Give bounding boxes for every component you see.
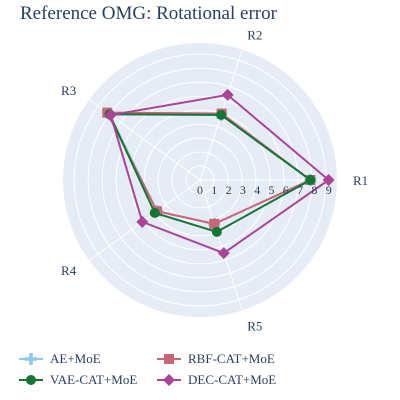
radial-tick-label: 0 bbox=[197, 183, 203, 197]
diamond-marker bbox=[221, 88, 234, 101]
legend-label: AE+MoE bbox=[50, 351, 101, 366]
angular-axis-label: R4 bbox=[61, 263, 77, 278]
diamond-marker-icon bbox=[157, 374, 181, 386]
angular-axis-label: R5 bbox=[247, 319, 262, 334]
series-layer bbox=[102, 88, 335, 260]
angular-axis-label: R2 bbox=[247, 27, 262, 42]
series-line bbox=[107, 113, 313, 233]
radial-tick-label: 6 bbox=[283, 183, 289, 197]
radial-tick-label: 5 bbox=[269, 183, 275, 197]
series-dec-cat-moe bbox=[104, 88, 335, 260]
radial-tick-label: 1 bbox=[211, 183, 217, 197]
polar-grid bbox=[73, 49, 337, 311]
angular-axis-label: R1 bbox=[353, 173, 368, 188]
angular-axis-label: R3 bbox=[61, 83, 76, 98]
chart-title: Reference OMG: Rotational error bbox=[20, 3, 277, 24]
diamond-marker bbox=[136, 215, 149, 228]
square-marker bbox=[209, 218, 220, 229]
diamond-marker bbox=[322, 174, 335, 186]
radar-chart: R1 R2 R3 R4 R5 0 1 2 3 4 5 6 7 8 9 bbox=[61, 27, 368, 333]
radial-tick-label: 3 bbox=[240, 183, 246, 197]
legend-item-ae-moe[interactable]: AE+MoE bbox=[18, 349, 101, 369]
series-line bbox=[109, 93, 331, 255]
radial-tick-label: 7 bbox=[297, 183, 303, 197]
diamond-marker bbox=[104, 109, 117, 122]
legend-item-dec-cat-moe[interactable]: DEC-CAT+MoE bbox=[156, 370, 276, 390]
legend-label: VAE-CAT+MoE bbox=[50, 372, 138, 387]
circle-marker-icon bbox=[19, 375, 43, 385]
radial-tick-label: 8 bbox=[311, 183, 317, 197]
square-marker-icon bbox=[157, 354, 181, 364]
legend-item-rbf-cat-moe[interactable]: RBF-CAT+MoE bbox=[156, 349, 275, 369]
radial-tick-label: 9 bbox=[326, 183, 332, 197]
legend-item-vae-cat-moe[interactable]: VAE-CAT+MoE bbox=[18, 370, 137, 390]
cross-marker-icon bbox=[19, 353, 43, 365]
diamond-marker bbox=[217, 247, 230, 260]
angular-gridline bbox=[199, 179, 243, 311]
legend-label: RBF-CAT+MoE bbox=[188, 351, 275, 366]
circle-marker bbox=[305, 175, 316, 185]
radial-tick-label: 2 bbox=[226, 183, 232, 197]
radial-tick-label: 4 bbox=[254, 183, 260, 197]
circle-marker bbox=[216, 109, 227, 120]
legend-label: DEC-CAT+MoE bbox=[188, 372, 277, 387]
circle-marker bbox=[149, 207, 160, 218]
label-layer: R1 R2 R3 R4 R5 0 1 2 3 4 5 6 7 8 9 bbox=[61, 27, 368, 333]
circle-marker bbox=[211, 226, 222, 237]
